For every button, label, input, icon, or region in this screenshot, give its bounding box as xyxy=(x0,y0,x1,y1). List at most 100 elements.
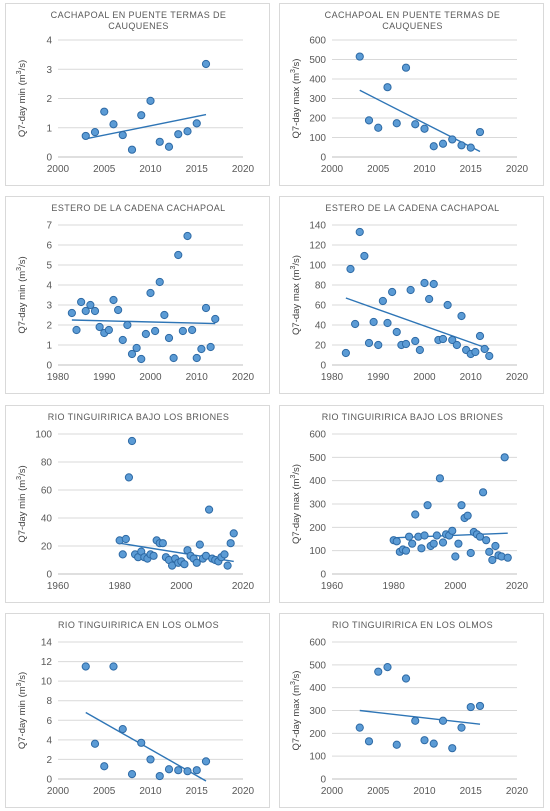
data-point xyxy=(183,127,192,136)
data-point xyxy=(169,353,178,363)
data-point xyxy=(81,131,90,141)
y-axis-label-unit: /s) xyxy=(291,255,302,266)
data-point xyxy=(100,762,109,771)
data-point xyxy=(392,740,401,749)
data-point xyxy=(95,322,104,332)
y-tick-label: 5 xyxy=(46,261,52,272)
chart-title: RIO TINGUIRIRICA EN LOS OLMOS xyxy=(332,620,493,630)
chart-panel-5: RIO TINGUIRIRICA BAJO LOS BRIONES 0 20 40 60… xyxy=(5,405,270,603)
y-axis-label-superscript: 3 xyxy=(16,476,23,480)
x-tick-label: 2020 xyxy=(506,581,529,592)
x-tick-label: 2010 xyxy=(460,372,483,383)
chart-panel-7: RIO TINGUIRIRICA EN LOS OLMOS 0 2 4 6 8 10 12 14… xyxy=(5,613,270,808)
y-tick-label: 200 xyxy=(309,729,326,740)
y-tick-label: 80 xyxy=(41,458,53,469)
x-tick-label: 2000 xyxy=(47,164,70,175)
y-tick-label: 2 xyxy=(46,755,52,766)
y-axis-label-unit: /s) xyxy=(17,60,28,71)
data-point xyxy=(220,550,229,559)
data-point xyxy=(229,529,238,538)
data-point xyxy=(438,334,448,344)
data-point xyxy=(201,59,211,69)
x-tick-label: 2005 xyxy=(93,164,116,175)
data-point xyxy=(435,474,445,483)
x-tick-label: 1980 xyxy=(383,581,406,592)
y-tick-label: 10 xyxy=(41,677,53,688)
data-point xyxy=(178,326,187,336)
y-tick-label: 0 xyxy=(46,775,52,786)
chart-title: ESTERO DE LA CADENA CACHAPOAL xyxy=(325,203,499,213)
y-tick-label: 140 xyxy=(309,221,326,232)
y-axis-label-text: Q7-day max (m xyxy=(291,73,302,139)
data-point xyxy=(124,473,134,482)
data-point xyxy=(466,143,475,152)
data-point xyxy=(503,553,512,562)
x-tick-label: 2020 xyxy=(506,372,529,383)
data-point xyxy=(121,534,130,544)
data-point xyxy=(478,488,488,497)
x-tick-label: 2000 xyxy=(47,786,70,797)
data-point xyxy=(118,550,127,559)
y-axis-label: Q7-day min (m3/s) xyxy=(16,672,28,749)
x-tick-label: 2020 xyxy=(232,372,255,383)
trend-line xyxy=(359,89,481,153)
chart-title: CAUQUENES xyxy=(108,21,169,31)
data-point xyxy=(141,329,150,339)
x-tick-label: 2015 xyxy=(186,786,209,797)
data-point xyxy=(466,548,475,558)
chart-title: RIO TINGUIRIRICA EN LOS OLMOS xyxy=(58,620,219,630)
y-axis-label-superscript: 3 xyxy=(290,69,297,73)
data-point xyxy=(192,353,201,363)
data-point xyxy=(146,288,155,298)
data-point xyxy=(369,317,378,327)
x-tick-label: 1980 xyxy=(109,581,132,592)
y-tick-label: 0 xyxy=(320,361,326,372)
data-point xyxy=(475,127,485,137)
y-axis-label-superscript: 3 xyxy=(290,266,297,270)
chart-svg: RIO TINGUIRIRICA EN LOS OLMOS 0 100 200 300 4… xyxy=(290,620,529,797)
data-point xyxy=(137,354,146,364)
data-point xyxy=(457,311,466,321)
trend-line xyxy=(345,297,490,350)
chart-svg: ESTERO DE LA CADENA CACHAPOAL 0 1 2 3 4 5 6 7 198… xyxy=(16,203,255,383)
y-axis-label-unit: /s) xyxy=(17,465,28,476)
data-point xyxy=(211,314,220,324)
chart-svg: RIO TINGUIRIRICA EN LOS OLMOS 0 2 4 6 8 10 12 14… xyxy=(16,620,255,797)
y-tick-label: 400 xyxy=(309,476,326,487)
x-tick-label: 2020 xyxy=(232,786,255,797)
data-point xyxy=(109,295,118,305)
y-tick-label: 500 xyxy=(309,55,326,66)
y-axis-label-superscript: 3 xyxy=(16,70,23,74)
data-point xyxy=(425,294,434,304)
y-axis-label-superscript: 3 xyxy=(290,475,297,479)
data-point xyxy=(164,142,174,151)
data-point xyxy=(420,278,429,288)
data-point xyxy=(374,340,383,350)
data-point xyxy=(466,702,475,712)
y-axis-label-unit: /s) xyxy=(291,464,302,475)
y-axis-label-text: Q7-day max (m xyxy=(291,478,302,544)
data-point xyxy=(355,723,364,732)
x-tick-label: 2000 xyxy=(444,581,467,592)
data-point xyxy=(388,287,397,297)
data-point xyxy=(146,755,155,764)
y-tick-label: 300 xyxy=(309,500,326,511)
y-axis-label: Q7-day max (m3/s) xyxy=(290,59,302,139)
data-point xyxy=(137,738,146,747)
data-point xyxy=(197,344,206,354)
data-point xyxy=(118,130,127,140)
chart-svg: ESTERO DE LA CADENA CACHAPOAL 0 20 40 60 80 10… xyxy=(290,203,529,383)
data-point xyxy=(383,318,392,328)
y-tick-label: 300 xyxy=(309,94,326,105)
data-point xyxy=(417,544,426,553)
y-axis-label-superscript: 3 xyxy=(16,267,23,271)
y-tick-label: 1 xyxy=(46,341,52,352)
chart-panel-2: CACHAPOAL EN PUENTE TERMAS DE CAUQUENES 0 1… xyxy=(279,3,544,186)
data-point xyxy=(155,277,164,287)
data-point xyxy=(408,539,417,548)
data-point xyxy=(485,351,494,361)
x-tick-label: 2010 xyxy=(186,372,209,383)
data-point xyxy=(457,141,466,150)
data-point xyxy=(500,453,509,462)
